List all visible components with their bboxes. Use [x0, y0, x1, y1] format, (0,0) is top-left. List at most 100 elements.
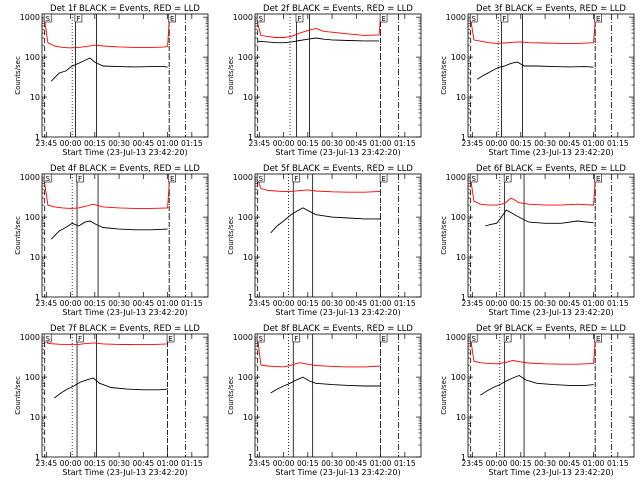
x-tick-label: 00:45	[559, 139, 581, 148]
chart-title: Det 5f BLACK = Events, RED = LLD	[263, 164, 413, 174]
plot-frame	[467, 173, 635, 298]
y-tick-label: 1000	[20, 173, 40, 182]
x-tick-label: 01:00	[583, 299, 605, 308]
marker-f: F	[74, 13, 83, 23]
series-events-line	[485, 209, 594, 227]
plot-frame	[41, 13, 209, 138]
y-tick-label: 100	[25, 53, 40, 62]
x-tick-label: 00:15	[510, 459, 532, 468]
marker-e: E	[594, 333, 602, 343]
marker-e: E	[379, 173, 388, 183]
plot-frame	[41, 173, 209, 298]
x-tick-label: 00:45	[346, 459, 368, 468]
series-lld-line	[470, 178, 596, 206]
marker-box	[469, 173, 478, 183]
marker-label: S	[471, 15, 476, 23]
marker-box	[594, 173, 602, 183]
y-tick-label: 1	[461, 133, 466, 142]
y-tick-label: 10	[243, 413, 253, 422]
marker-label: S	[45, 175, 50, 183]
plot-frame	[41, 333, 209, 458]
x-tick-label: 00:15	[84, 299, 106, 308]
detector-panel: Det 8f BLACK = Events, RED = LLD 1 10 100 10…	[213, 320, 426, 480]
marker-e: E	[168, 173, 176, 183]
y-tick-label: 100	[451, 213, 466, 222]
marker-box	[43, 13, 52, 23]
x-tick-label: 01:15	[607, 139, 629, 148]
y-axis-label: Counts/sec	[14, 376, 22, 415]
marker-box	[256, 333, 265, 343]
chart-svg: Det 7f BLACK = Events, RED = LLD 1 10 100 10…	[14, 324, 209, 477]
y-axis-label: Counts/sec	[440, 216, 448, 255]
x-tick-label: 00:30	[534, 139, 556, 148]
marker-box	[76, 173, 84, 183]
x-tick-label: 23:45	[248, 299, 270, 308]
x-tick-label: 00:15	[84, 139, 106, 148]
x-tick-label: 00:30	[534, 459, 556, 468]
x-tick-label: 01:15	[394, 459, 416, 468]
y-axis-label: Counts/sec	[440, 376, 448, 415]
chart-svg: Det 5f BLACK = Events, RED = LLD 1 10 100 10…	[227, 164, 422, 317]
y-tick-label: 1	[461, 293, 466, 302]
detector-panel: Det 7f BLACK = Events, RED = LLD 1 10 100 10…	[0, 320, 213, 480]
marker-label: F	[294, 335, 298, 343]
marker-box	[500, 13, 509, 23]
x-tick-label: 00:15	[510, 299, 532, 308]
x-tick-label: 00:00	[486, 139, 508, 148]
marker-s: S	[469, 13, 478, 23]
plot-frame	[467, 13, 635, 138]
marker-label: F	[506, 175, 510, 183]
x-tick-label: 00:45	[346, 139, 368, 148]
plot-frame	[254, 13, 422, 138]
marker-f: F	[76, 333, 84, 343]
y-tick-label: 10	[30, 413, 40, 422]
chart-svg: Det 2f BLACK = Events, RED = LLD 1 10 100 10…	[227, 4, 422, 157]
marker-box	[43, 333, 52, 343]
y-tick-label: 100	[238, 213, 253, 222]
x-axis-label: Start Time (23-Jul-13 23:42:20)	[488, 308, 613, 317]
marker-s: S	[43, 173, 52, 183]
marker-f: F	[295, 13, 304, 23]
marker-label: E	[381, 15, 385, 23]
chart-svg: Det 4f BLACK = Events, RED = LLD 1 10 100 10…	[14, 164, 209, 317]
x-tick-label: 00:30	[108, 299, 130, 308]
series-events-line	[270, 376, 381, 394]
x-tick-label: 01:00	[157, 299, 179, 308]
x-tick-label: 00:30	[108, 139, 130, 148]
chart-svg: Det 1f BLACK = Events, RED = LLD 1 10 100 10…	[14, 4, 209, 157]
y-tick-label: 100	[451, 53, 466, 62]
marker-f: F	[292, 173, 301, 183]
series-lld-line	[470, 18, 596, 44]
marker-s: S	[256, 13, 265, 23]
y-tick-label: 1000	[233, 13, 253, 22]
y-tick-label: 1	[35, 133, 40, 142]
marker-s: S	[469, 173, 478, 183]
chart-svg: Det 8f BLACK = Events, RED = LLD 1 10 100 10…	[227, 324, 422, 477]
y-axis-label: Counts/sec	[14, 216, 22, 255]
marker-e: E	[594, 173, 602, 183]
y-tick-label: 1000	[446, 333, 466, 342]
marker-box	[43, 173, 52, 183]
y-tick-label: 10	[243, 93, 253, 102]
x-tick-label: 01:15	[394, 299, 416, 308]
marker-box	[166, 333, 175, 343]
marker-label: S	[471, 175, 476, 183]
chart-title: Det 6f BLACK = Events, RED = LLD	[476, 164, 626, 174]
series-events-line	[270, 207, 381, 234]
x-tick-label: 00:30	[321, 139, 343, 148]
series-events-line	[50, 220, 168, 240]
marker-box	[379, 13, 388, 23]
x-tick-label: 00:30	[321, 459, 343, 468]
series-events-line	[476, 61, 594, 80]
plot-frame	[254, 333, 422, 458]
series-lld-line	[257, 17, 382, 38]
y-tick-label: 1000	[20, 13, 40, 22]
detector-panel: Det 2f BLACK = Events, RED = LLD 1 10 100 10…	[213, 0, 426, 160]
marker-label: S	[258, 175, 263, 183]
series-events-line	[50, 57, 168, 82]
x-axis-label: Start Time (23-Jul-13 23:42:20)	[62, 148, 187, 157]
x-tick-label: 00:15	[297, 459, 319, 468]
x-tick-label: 23:45	[461, 459, 483, 468]
x-tick-label: 23:45	[248, 459, 270, 468]
